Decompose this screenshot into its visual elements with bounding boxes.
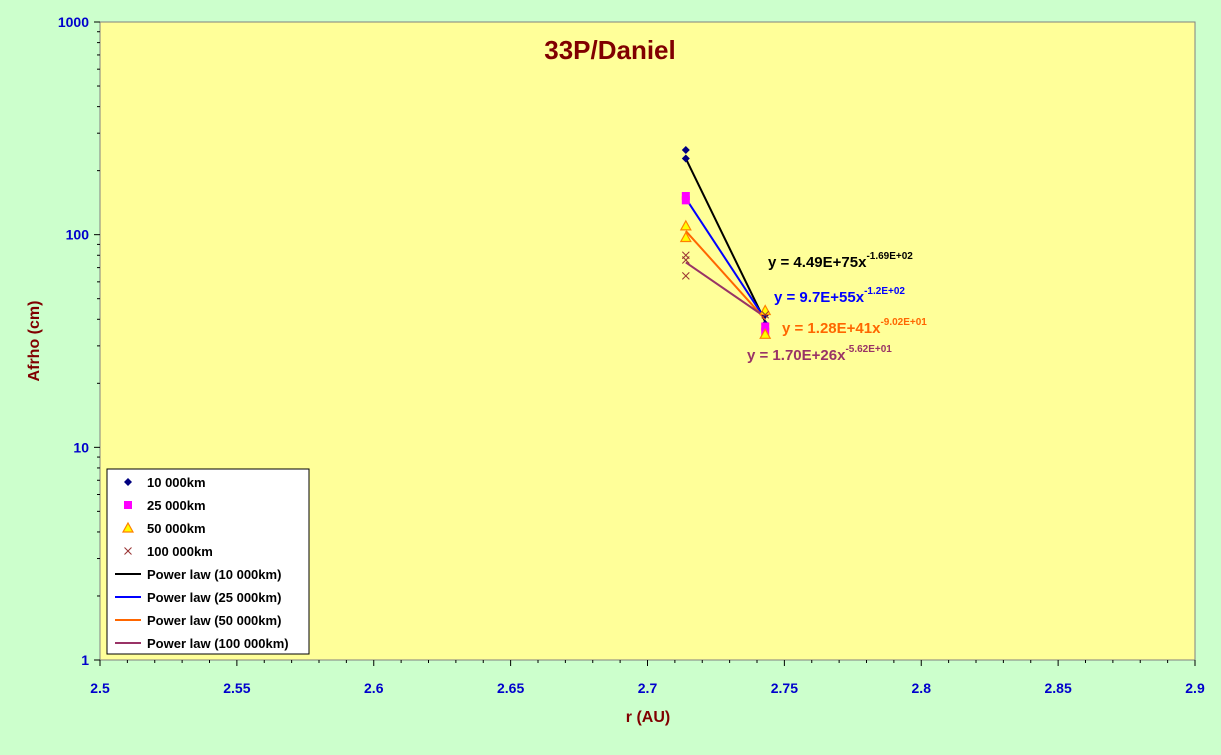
x-tick-label: 2.8 <box>912 680 932 696</box>
data-points <box>679 146 772 339</box>
data-point <box>679 219 692 231</box>
legend-box <box>106 468 310 655</box>
trendline <box>684 197 767 320</box>
x-tick-label: 2.75 <box>771 680 798 696</box>
trendline-equation: y = 1.70E+26x-5.62E+01 <box>747 344 892 364</box>
x-marker-stroke <box>124 547 132 555</box>
legend-label: Power law (25 000km) <box>147 590 281 605</box>
trendline <box>685 261 766 318</box>
y-tick-label: 1 <box>81 652 89 668</box>
legend-marker <box>124 501 132 509</box>
x-marker-stroke <box>681 272 690 280</box>
y-tick-label: 100 <box>66 227 90 243</box>
equation-base: y = 9.7E+55x <box>774 289 865 306</box>
axis-ticks: 2.5 2.55 2.6 2.65 2.7 2.75 2.8 2.85 2.9 1 10 100 100… <box>58 14 1205 696</box>
data-point <box>681 272 690 280</box>
x-tick-label: 2.85 <box>1045 680 1072 696</box>
x-tick-label: 2.65 <box>497 680 524 696</box>
trendline <box>684 158 767 323</box>
legend-label: 100 000km <box>147 544 213 559</box>
data-point <box>761 310 770 319</box>
trendlines <box>684 158 767 323</box>
equation-base: y = 1.70E+26x <box>747 347 846 364</box>
data-point <box>681 191 690 200</box>
legend-marker <box>124 547 132 555</box>
x-tick-label: 2.6 <box>364 680 384 696</box>
legend: 10 000km 25 000km 50 000km 100 000km Power l… <box>106 468 310 655</box>
legend-marker <box>121 521 135 533</box>
y-axis-title: Afrho (cm) <box>26 301 43 382</box>
chart-title: 33P/Daniel <box>544 35 676 65</box>
equation-exponent: -1.69E+02 <box>866 251 913 262</box>
x-tick-label: 2.55 <box>223 680 250 696</box>
data-point <box>681 154 690 163</box>
equation-exponent: -5.62E+01 <box>845 344 892 355</box>
legend-label: 10 000km <box>147 475 206 490</box>
data-point <box>761 322 770 331</box>
trendline-equations: y = 4.49E+75x-1.69E+02 y = 9.7E+55x-1.2E+… <box>747 251 927 364</box>
y-tick-label: 10 <box>73 439 89 455</box>
trendline-equation: y = 1.28E+41x-9.02E+01 <box>782 317 927 337</box>
trendline <box>685 230 766 320</box>
x-tick-label: 2.7 <box>638 680 658 696</box>
x-tick-label: 2.5 <box>90 680 110 696</box>
legend-label: Power law (50 000km) <box>147 613 281 628</box>
legend-marker <box>124 478 132 486</box>
equation-base: y = 4.49E+75x <box>768 254 867 271</box>
equation-base: y = 1.28E+41x <box>782 320 881 337</box>
x-marker-stroke <box>761 310 770 319</box>
data-point <box>681 256 690 264</box>
x-marker-stroke <box>681 256 690 264</box>
x-tick-label: 2.9 <box>1185 680 1205 696</box>
data-point <box>681 146 690 155</box>
data-point <box>679 231 692 243</box>
data-point <box>681 196 690 205</box>
y-tick-label: 1000 <box>58 14 89 30</box>
trendline-equation: y = 4.49E+75x-1.69E+02 <box>768 251 913 271</box>
legend-label: 25 000km <box>147 498 206 513</box>
data-point <box>759 328 772 339</box>
legend-label: Power law (100 000km) <box>147 636 289 651</box>
legend-label: Power law (10 000km) <box>147 567 281 582</box>
x-axis-title: r (AU) <box>626 709 670 726</box>
trendline-equation: y = 9.7E+55x-1.2E+02 <box>774 286 905 306</box>
equation-exponent: -1.2E+02 <box>864 286 905 297</box>
legend-label: 50 000km <box>147 521 206 536</box>
equation-exponent: -9.02E+01 <box>880 317 927 328</box>
